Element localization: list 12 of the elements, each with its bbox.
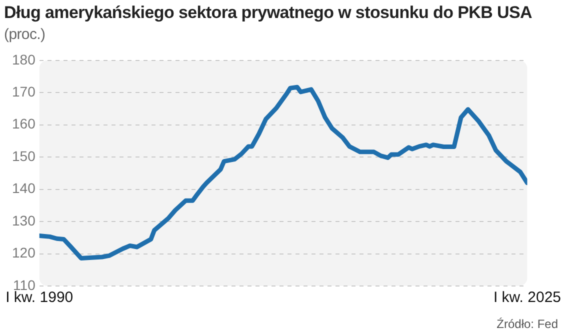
y-tick-label: 140 (12, 180, 36, 196)
chart-title: Dług amerykańskiego sektora prywatnego w stosunku do PKB USA (4, 3, 532, 22)
y-tick-label: 130 (12, 212, 36, 228)
y-tick-label: 180 (12, 51, 36, 68)
y-tick-label: 120 (12, 244, 36, 261)
y-tick-label: 150 (12, 148, 36, 164)
text: Źródło: Fed (496, 317, 558, 331)
chart-subtitle: (proc.) (4, 26, 46, 43)
y-tick-label: 160 (12, 116, 36, 132)
x-tick-label: I kw. 1990 (6, 289, 74, 306)
x-tick-label: I kw. 2025 (493, 289, 561, 306)
y-tick-label: 170 (12, 83, 36, 100)
